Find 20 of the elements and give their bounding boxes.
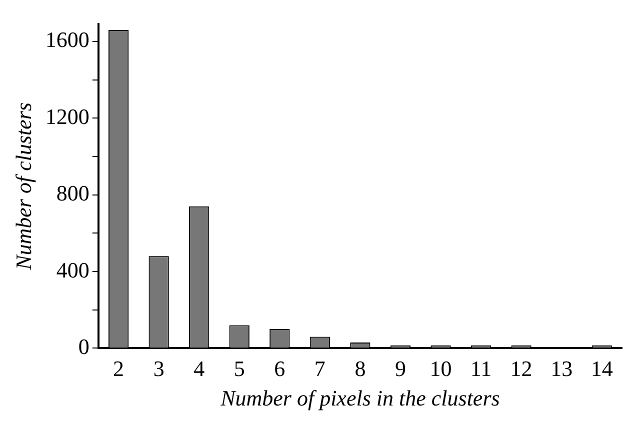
x-tick-label: 11 bbox=[470, 356, 492, 382]
y-tick-label: 400 bbox=[56, 257, 90, 282]
x-tick-label: 2 bbox=[113, 356, 124, 382]
x-axis-title: Number of pixels in the clusters bbox=[220, 386, 500, 411]
x-tick-label: 12 bbox=[510, 356, 532, 382]
y-axis-title: Number of clusters bbox=[10, 102, 36, 271]
x-tick-label: 14 bbox=[590, 356, 613, 382]
x-tick-label: 7 bbox=[314, 356, 326, 382]
x-tick-label: 3 bbox=[153, 356, 164, 382]
y-tick-label: 0 bbox=[78, 334, 90, 359]
y-tick-label: 800 bbox=[56, 180, 90, 206]
x-tick-label: 5 bbox=[234, 356, 245, 382]
x-tick-label: 10 bbox=[430, 356, 452, 382]
y-tick-label: 1600 bbox=[45, 27, 90, 52]
x-tick-label: 13 bbox=[550, 356, 573, 382]
x-tick-label: 4 bbox=[194, 356, 205, 382]
x-tick-label: 9 bbox=[394, 356, 406, 382]
y-tick-label: 1200 bbox=[45, 104, 90, 129]
x-tick-label: 6 bbox=[274, 356, 286, 382]
x-tick-label: 8 bbox=[354, 356, 366, 382]
